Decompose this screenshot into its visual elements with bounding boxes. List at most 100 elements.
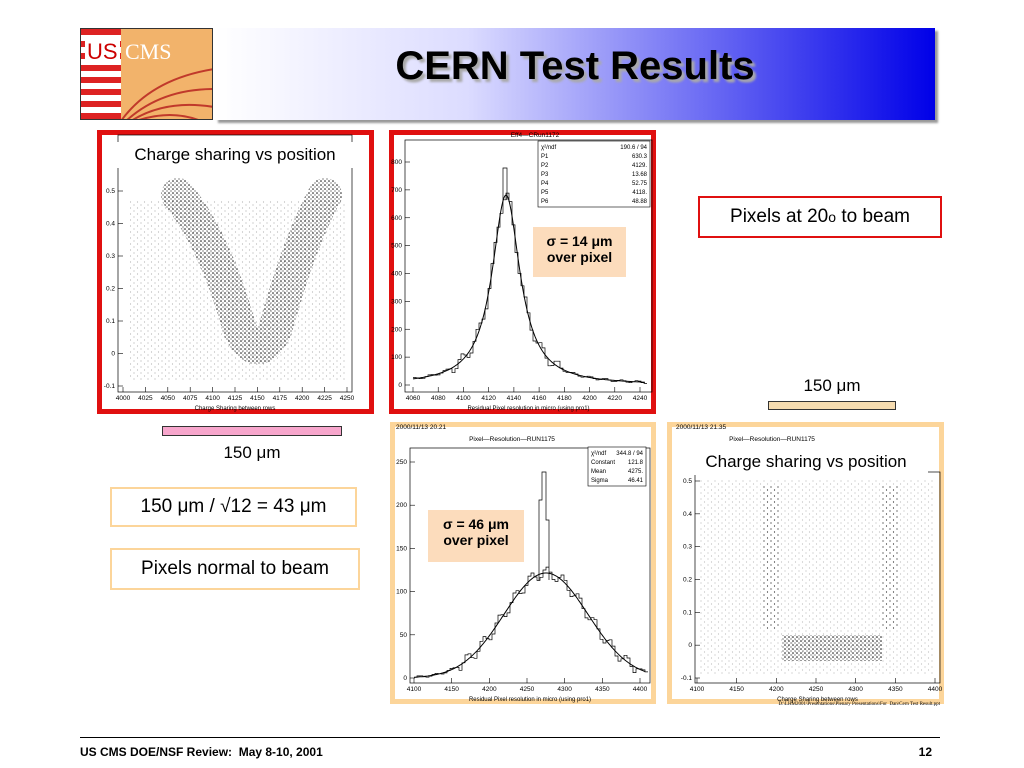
scatter-cloud [130,178,935,675]
x-tick-label: 4250 [520,686,535,693]
logo: US CMS [80,28,213,120]
y-tick-label: 100 [391,354,402,361]
x-tick-label: 4220 [608,395,623,402]
x-tick-label: 4050 [161,395,176,402]
stats-name: Sigma [591,478,609,484]
plot-title: Pixel—Resolution—RUN1175 [469,436,555,443]
stats-name: Mean [591,469,606,475]
x-tick-label: 4160 [532,395,547,402]
callout-text: Pixels at 20 [730,206,829,227]
x-tick-label: 4400 [633,686,648,693]
stats-name: P3 [541,172,549,178]
fit-curve [414,572,646,678]
y-tick-label: 300 [391,298,402,305]
stats-name: χ²/ndf [541,145,556,151]
logo-us: US [85,39,120,65]
stats-name: P2 [541,163,549,169]
plot-frame [667,422,944,704]
x-axis-label: Residual Pixel resolution in micro (usin… [469,697,591,703]
plot-date: 2000/11/13 21.35 [676,424,727,431]
histogram [414,471,648,678]
width-bar [162,426,342,436]
stats-value: 48.88 [632,199,648,205]
file-path: D:\LHM2001\Presentations\Plenary Present… [778,702,941,707]
y-tick-label: 700 [391,187,402,194]
title: CERN Test Results [395,44,755,88]
stats-value: 13.68 [632,172,648,178]
x-axis-label: Residual Pixel resolution in micro (usin… [467,406,589,412]
stats-value: 190.6 / 94 [620,145,647,151]
y-tick-label: 400 [391,271,402,278]
x-tick-label: 4180 [557,395,572,402]
stats-value: 344.8 / 94 [616,451,643,457]
stats-value: 4118. [632,190,647,196]
y-tick-label: 250 [396,459,407,466]
x-tick-label: 4025 [138,395,153,402]
sigma-text: σ = 46 μm [442,516,509,532]
plot-label: Charge sharing vs position [112,142,358,168]
x-tick-label: 4200 [769,686,784,693]
stats-value: 4275. [628,469,643,475]
histogram [413,167,647,384]
x-tick-label: 4300 [557,686,572,693]
x-tick-label: 4075 [183,395,198,402]
plot-axes [404,139,653,393]
plot-label: Charge sharing vs position [684,449,928,475]
degree: o [828,209,837,225]
y-tick-label: 0.3 [106,253,115,260]
y-tick-label: 100 [396,589,407,596]
stats-value: 4129. [632,163,647,169]
x-tick-label: 4200 [582,395,597,402]
x-tick-label: 4200 [482,686,497,693]
x-tick-label: 4150 [250,395,265,402]
y-tick-label: 0 [403,675,407,682]
x-tick-label: 4225 [317,395,332,402]
stats-name: P6 [541,199,549,205]
logo-tracks [121,68,212,119]
footer-text: US CMS DOE/NSF Review: May 8-10, 2001 [80,745,323,759]
y-tick-label: 50 [400,632,408,639]
stats-value: 46.41 [628,478,644,484]
stats-box [537,140,651,208]
page-number: 12 [918,745,932,759]
stats-box [587,446,647,487]
header-band [215,28,935,120]
x-tick-label: 4120 [481,395,496,402]
sigma-text: over pixel [443,532,509,548]
y-tick-label: 0.4 [683,511,692,518]
y-tick-label: 500 [391,243,402,250]
x-tick-label: 4350 [595,686,610,693]
plot-frame [389,130,656,414]
x-tick-label: 4060 [406,395,421,402]
x-tick-label: 4080 [431,395,446,402]
y-tick-label: 200 [391,326,402,333]
callout-text: to beam [841,206,910,227]
callout: Pixels at 20 o to beam [698,196,942,238]
y-tick-label: 0 [398,382,402,389]
stats-name: χ²/ndf [591,451,606,457]
y-tick-label: 0 [111,351,115,358]
plot-frame [390,422,656,704]
x-tick-label: 4125 [228,395,243,402]
plot-date: 2000/11/13 20.21 [396,424,447,431]
x-tick-label: 4175 [273,395,288,402]
width-label: 150 μm [223,443,281,462]
x-tick-label: 4150 [729,686,744,693]
sigma-box: σ = 14 μm over pixel [533,227,626,277]
x-tick-label: 4240 [633,395,648,402]
stats-value: 630.3 [632,154,648,160]
width-bar [768,401,896,410]
x-tick-label: 4150 [444,686,459,693]
y-tick-label: 0.4 [106,221,115,228]
sigma-box: σ = 46 μm over pixel [428,510,524,562]
width-label: 150 μm [803,376,861,395]
fit-curve [412,194,645,383]
callout: Pixels normal to beam [110,548,360,590]
stats-value: 121.8 [628,460,644,466]
y-tick-label: 0.5 [106,188,115,195]
y-tick-label: 0.1 [106,318,115,325]
x-tick-label: 4100 [407,686,422,693]
y-tick-label: 0.2 [106,286,115,293]
y-tick-label: 0.3 [683,544,692,551]
